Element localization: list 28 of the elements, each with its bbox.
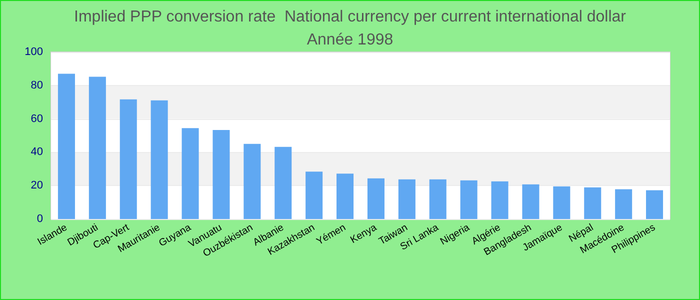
bar bbox=[367, 178, 384, 219]
bar bbox=[336, 174, 354, 219]
y-tick-label: 100 bbox=[24, 46, 43, 58]
bar bbox=[615, 189, 632, 219]
bar bbox=[88, 76, 106, 219]
bar bbox=[212, 130, 230, 219]
bar bbox=[150, 100, 168, 219]
bar bbox=[120, 99, 137, 219]
chart-subtitle: Année 1998 bbox=[306, 32, 394, 48]
y-tick-label: 20 bbox=[30, 180, 43, 192]
bar bbox=[429, 179, 446, 219]
y-tick-label: 0 bbox=[36, 213, 43, 225]
bar bbox=[491, 181, 508, 219]
bar bbox=[522, 184, 540, 219]
bar bbox=[584, 187, 602, 219]
y-tick-label: 80 bbox=[30, 79, 43, 92]
y-tick-label: 40 bbox=[30, 146, 43, 158]
chart-title: Implied PPP conversion rate National currency per current international dollar bbox=[74, 8, 627, 26]
bar bbox=[460, 180, 478, 219]
bar bbox=[58, 74, 75, 219]
bar bbox=[244, 144, 261, 219]
bar bbox=[398, 179, 416, 219]
bar bbox=[306, 172, 323, 219]
bar bbox=[553, 186, 570, 219]
bar bbox=[274, 146, 292, 219]
bar bbox=[646, 190, 664, 219]
y-tick-label: 60 bbox=[30, 112, 43, 125]
bar bbox=[182, 128, 199, 219]
